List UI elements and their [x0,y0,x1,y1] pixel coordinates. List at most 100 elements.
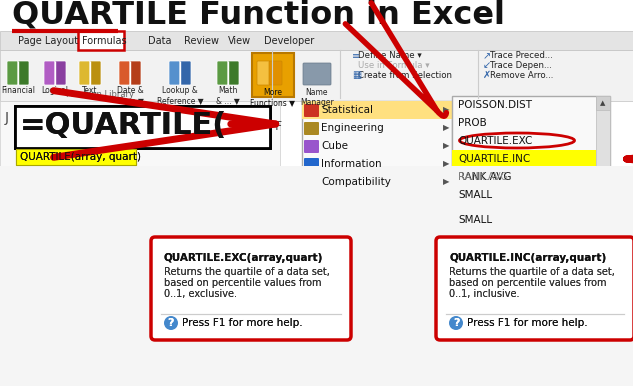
Text: Returns the quartile of a data set,: Returns the quartile of a data set, [164,267,330,277]
Text: QUARTILE Function in Excel: QUARTILE Function in Excel [12,0,505,31]
Text: QUARTILE(array, quart): QUARTILE(array, quart) [20,152,141,162]
Text: ▶: ▶ [442,105,449,115]
Text: Engineering: Engineering [321,123,384,133]
Text: Page Layout: Page Layout [18,36,78,46]
Text: Compatibility: Compatibility [321,177,391,187]
Text: Math
& ... ▼: Math & ... ▼ [216,86,240,105]
Text: POISSON.DIST: POISSON.DIST [458,100,532,110]
Text: ▶: ▶ [442,142,449,151]
FancyBboxPatch shape [130,61,141,85]
Text: Press F1 for more help.: Press F1 for more help. [467,318,587,328]
Text: ▶: ▶ [442,178,449,186]
Text: QUARTILE.INC: QUARTILE.INC [458,154,530,164]
Text: Create from Selection: Create from Selection [358,71,452,80]
Text: Cube: Cube [321,141,348,151]
Text: based on percentile values from: based on percentile values from [449,278,606,288]
Text: QUARTILE.EXC: QUARTILE.EXC [458,136,532,146]
Text: RANK.AVG: RANK.AVG [458,172,508,182]
FancyBboxPatch shape [304,104,319,117]
Text: ▲: ▲ [600,100,606,106]
FancyBboxPatch shape [252,53,294,97]
FancyBboxPatch shape [7,61,18,85]
FancyBboxPatch shape [78,31,124,50]
FancyBboxPatch shape [16,149,136,165]
Text: Review: Review [184,36,219,46]
Text: ▶: ▶ [442,159,449,169]
Text: based on percentile values from: based on percentile values from [449,278,606,288]
FancyBboxPatch shape [302,101,452,191]
Text: ↗: ↗ [483,51,491,61]
Text: SMALL: SMALL [458,190,492,200]
Text: 0..1, inclusive.: 0..1, inclusive. [449,289,520,299]
Text: PROB: PROB [458,118,487,128]
Text: Returns the quartile of a data set,: Returns the quartile of a data set, [449,267,615,277]
Text: ▦: ▦ [352,70,361,80]
FancyBboxPatch shape [180,61,191,85]
Text: ▶: ▶ [442,124,449,132]
FancyBboxPatch shape [15,106,270,148]
FancyBboxPatch shape [0,166,633,386]
FancyBboxPatch shape [452,150,596,168]
Text: QUARTILE.INC(array,quart): QUARTILE.INC(array,quart) [449,253,606,263]
Circle shape [164,316,178,330]
Circle shape [449,316,463,330]
Text: Press F1 for more help.: Press F1 for more help. [467,318,587,328]
Text: Developer: Developer [264,36,314,46]
FancyBboxPatch shape [151,237,351,340]
Text: based on percentile values from: based on percentile values from [164,278,322,288]
Text: Date &
Time ▼: Date & Time ▼ [116,86,144,105]
Text: View: View [228,36,251,46]
FancyBboxPatch shape [596,96,610,110]
Text: 0..1, exclusive.: 0..1, exclusive. [164,289,237,299]
Text: RANK.AVG: RANK.AVG [458,172,511,182]
Text: Formulas: Formulas [82,36,127,46]
Text: 0..1, inclusive.: 0..1, inclusive. [449,289,520,299]
Text: ?: ? [168,318,174,328]
Text: Trace Depen...: Trace Depen... [490,61,552,69]
Text: Press F1 for more help.: Press F1 for more help. [182,318,303,328]
Text: Text: Text [82,86,97,95]
FancyBboxPatch shape [0,31,633,50]
Text: =QUARTILE(: =QUARTILE( [20,112,227,141]
Text: Data: Data [148,36,172,46]
Text: ↙: ↙ [483,60,491,70]
Text: QUARTILE.EXC(array,quart): QUARTILE.EXC(array,quart) [164,253,323,263]
FancyBboxPatch shape [304,122,319,135]
Circle shape [164,316,178,330]
Text: ?: ? [168,318,174,328]
Text: F: F [275,120,282,132]
FancyBboxPatch shape [90,61,101,85]
FancyBboxPatch shape [18,61,29,85]
Text: Function Library: Function Library [66,90,134,99]
FancyBboxPatch shape [0,50,633,101]
Text: J: J [5,111,9,125]
Text: Statistical: Statistical [321,105,373,115]
FancyBboxPatch shape [169,61,180,85]
FancyBboxPatch shape [15,106,270,148]
FancyBboxPatch shape [79,61,90,85]
Text: ?: ? [453,318,460,328]
FancyBboxPatch shape [44,61,55,85]
Text: Returns the quartile of a data set,: Returns the quartile of a data set, [164,267,330,277]
FancyBboxPatch shape [151,237,351,340]
Text: based on percentile values from: based on percentile values from [164,278,322,288]
Text: More
Functions ▼: More Functions ▼ [251,88,296,107]
FancyBboxPatch shape [119,61,130,85]
Text: ?: ? [453,318,460,328]
Text: ✗: ✗ [483,70,491,80]
FancyBboxPatch shape [596,96,610,211]
Text: Press F1 for more help.: Press F1 for more help. [182,318,303,328]
Text: 0..1, exclusive.: 0..1, exclusive. [164,289,237,299]
Circle shape [449,316,463,330]
FancyBboxPatch shape [228,61,239,85]
FancyBboxPatch shape [302,101,452,119]
Text: QUARTILE(array, quart): QUARTILE(array, quart) [20,152,141,162]
FancyBboxPatch shape [0,101,280,166]
FancyBboxPatch shape [304,176,319,189]
Text: Use in Formula ▾: Use in Formula ▾ [358,61,430,69]
Text: Lookup &
Reference ▼: Lookup & Reference ▼ [157,86,203,105]
FancyBboxPatch shape [217,61,228,85]
Text: =QUARTILE(: =QUARTILE( [20,112,227,141]
FancyBboxPatch shape [436,237,633,340]
Text: QUARTILE.INC(array,quart): QUARTILE.INC(array,quart) [449,253,606,263]
